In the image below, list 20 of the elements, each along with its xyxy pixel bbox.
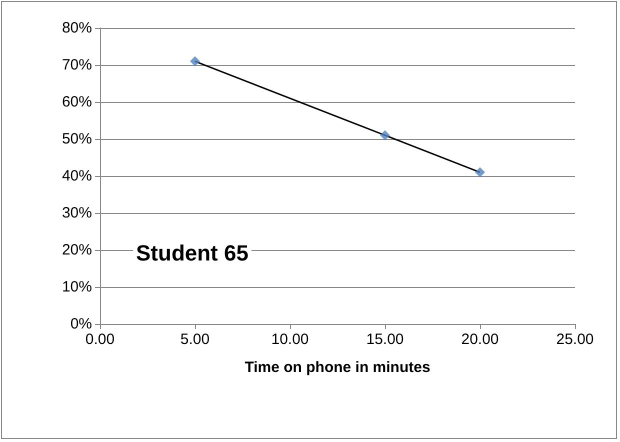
annotation: Student 65	[136, 240, 248, 266]
y-tick-label: 0%	[70, 316, 92, 332]
y-tick-label: 10%	[62, 278, 92, 296]
y-tick-label: 70%	[62, 56, 92, 74]
point	[475, 167, 485, 178]
x-tick-label: 20.00	[461, 331, 499, 348]
x-tick-label: 15.00	[366, 331, 404, 348]
y-tick-label: 40%	[62, 168, 92, 184]
y-tick-label: 50%	[62, 130, 92, 148]
point	[380, 130, 390, 140]
point	[190, 56, 200, 66]
x-axis-title: Time on phone in minutes	[244, 359, 430, 376]
x-tick-label: 0.00	[85, 331, 115, 348]
y-tick-label: 20%	[62, 242, 92, 258]
y-tick-label: 80%	[62, 20, 92, 36]
x-tick-label: 25.00	[556, 331, 594, 348]
x-tick-label: 10.00	[271, 331, 309, 348]
y-tick-label: 30%	[62, 204, 92, 222]
x-tick-label: 5.00	[180, 331, 210, 348]
y-tick-label: 60%	[62, 94, 92, 110]
